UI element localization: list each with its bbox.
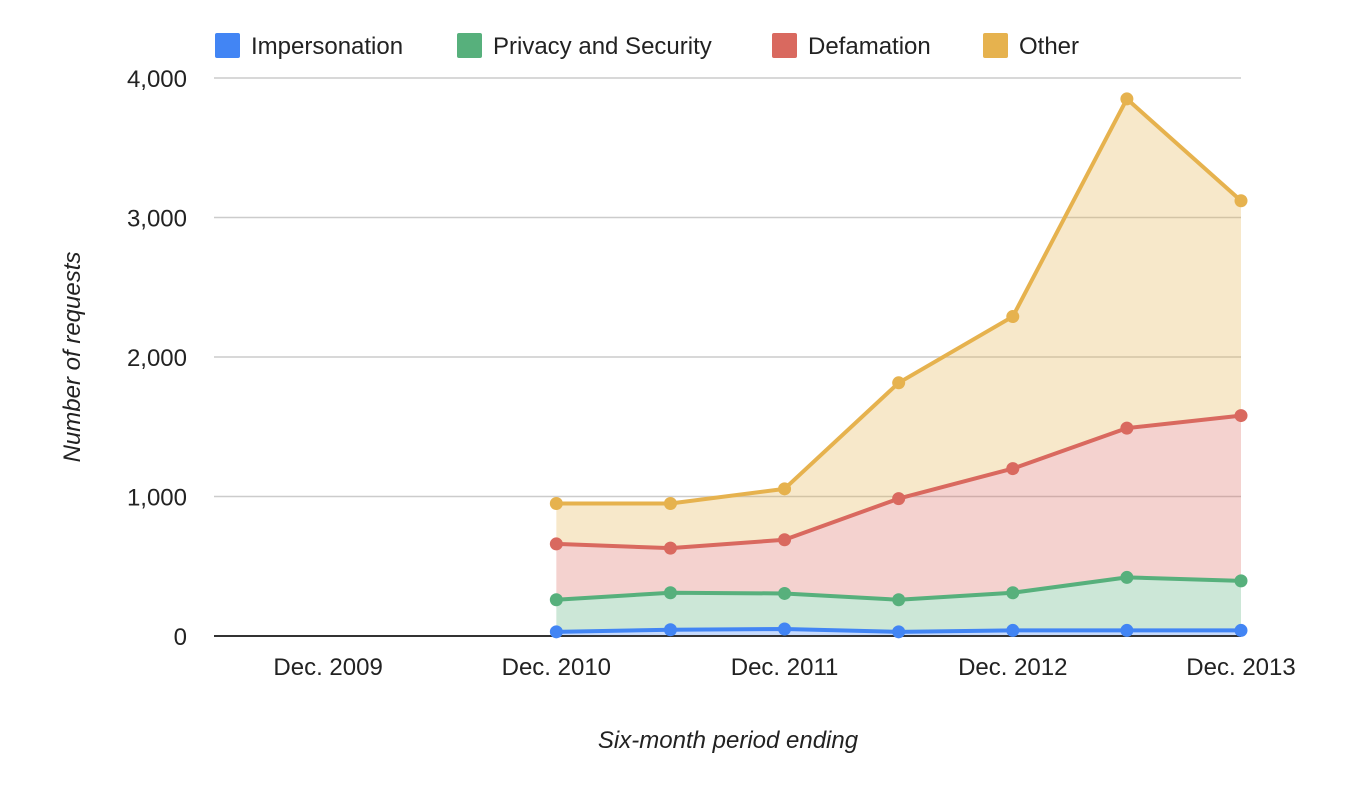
data-point-privacy-and-security[interactable] bbox=[663, 586, 677, 600]
y-tick-label: 2,000 bbox=[127, 345, 187, 372]
data-point-privacy-and-security[interactable] bbox=[778, 586, 792, 600]
legend-swatch bbox=[457, 33, 482, 58]
y-axis-tick-labels: 0 1,000 2,000 3,000 4,000 bbox=[127, 66, 187, 651]
y-tick-label: 4,000 bbox=[127, 66, 187, 93]
x-tick-label: Dec. 2012 bbox=[958, 654, 1067, 681]
x-axis-tick-labels: Dec. 2009 Dec. 2010 Dec. 2011 Dec. 2012 Dec.… bbox=[273, 654, 1295, 681]
data-point-defamation[interactable] bbox=[778, 533, 792, 547]
data-point-impersonation[interactable] bbox=[1234, 623, 1248, 637]
data-point-impersonation[interactable] bbox=[549, 625, 563, 639]
area-fills bbox=[556, 98, 1241, 636]
data-point-other[interactable] bbox=[663, 496, 677, 510]
data-point-privacy-and-security[interactable] bbox=[549, 593, 563, 607]
data-point-impersonation[interactable] bbox=[663, 623, 677, 637]
data-point-defamation[interactable] bbox=[1120, 421, 1134, 435]
x-tick-label: Dec. 2011 bbox=[731, 654, 839, 681]
data-point-impersonation[interactable] bbox=[1120, 623, 1134, 637]
data-point-privacy-and-security[interactable] bbox=[892, 593, 906, 607]
x-tick-label: Dec. 2010 bbox=[502, 654, 611, 681]
legend-label: Defamation bbox=[808, 33, 931, 60]
data-point-privacy-and-security[interactable] bbox=[1234, 574, 1248, 588]
legend-swatch bbox=[772, 33, 797, 58]
legend-swatch bbox=[215, 33, 240, 58]
y-tick-label: 3,000 bbox=[127, 206, 187, 233]
data-point-defamation[interactable] bbox=[549, 537, 563, 551]
data-point-impersonation[interactable] bbox=[892, 625, 906, 639]
x-tick-label: Dec. 2009 bbox=[273, 654, 382, 681]
series-points bbox=[549, 92, 1248, 639]
data-point-privacy-and-security[interactable] bbox=[1006, 586, 1020, 600]
data-point-other[interactable] bbox=[1234, 194, 1248, 208]
area-defamation bbox=[556, 415, 1241, 600]
data-point-defamation[interactable] bbox=[892, 492, 906, 506]
legend-item-impersonation[interactable]: Impersonation bbox=[215, 33, 403, 60]
data-point-privacy-and-security[interactable] bbox=[1120, 570, 1134, 584]
y-axis-title: Number of requests bbox=[59, 252, 86, 463]
data-point-defamation[interactable] bbox=[1006, 462, 1020, 476]
legend-label: Other bbox=[1019, 33, 1079, 60]
data-point-other[interactable] bbox=[892, 376, 906, 390]
legend-swatch bbox=[983, 33, 1008, 58]
data-point-other[interactable] bbox=[549, 496, 563, 510]
data-point-other[interactable] bbox=[1006, 310, 1020, 324]
data-point-defamation[interactable] bbox=[663, 541, 677, 555]
legend: Impersonation Privacy and Security Defamat… bbox=[215, 33, 1079, 60]
legend-item-defamation[interactable]: Defamation bbox=[772, 33, 931, 60]
legend-label: Privacy and Security bbox=[493, 33, 712, 60]
data-point-other[interactable] bbox=[1120, 92, 1134, 106]
legend-item-privacy-and-security[interactable]: Privacy and Security bbox=[457, 33, 712, 60]
x-axis-title: Six-month period ending bbox=[598, 727, 859, 754]
data-point-impersonation[interactable] bbox=[1006, 623, 1020, 637]
y-tick-label: 1,000 bbox=[127, 485, 187, 512]
data-point-impersonation[interactable] bbox=[778, 622, 792, 636]
y-tick-label: 0 bbox=[174, 624, 187, 651]
data-point-defamation[interactable] bbox=[1234, 409, 1248, 423]
x-tick-label: Dec. 2013 bbox=[1186, 654, 1295, 681]
legend-label: Impersonation bbox=[251, 33, 403, 60]
data-point-other[interactable] bbox=[778, 482, 792, 496]
legend-item-other[interactable]: Other bbox=[983, 33, 1079, 60]
